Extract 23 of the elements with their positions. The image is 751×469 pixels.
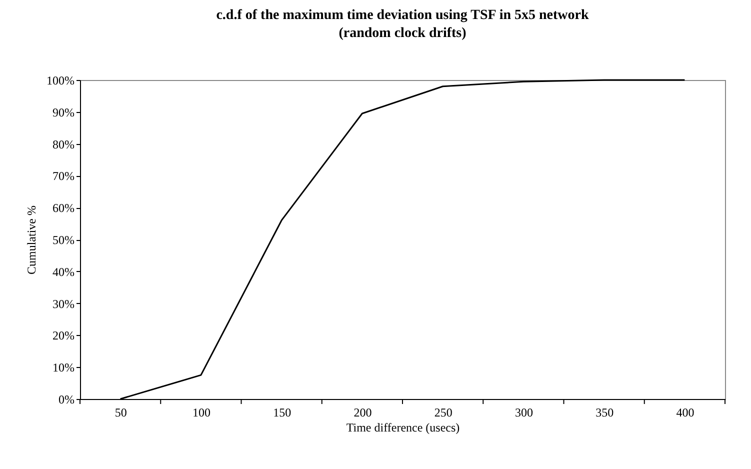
x-tick-label: 300 [514, 406, 533, 420]
y-tick-label: 0% [58, 392, 74, 406]
y-tick-label: 60% [52, 201, 74, 216]
x-axis-title: Time difference (usecs) [346, 420, 460, 434]
y-tick-label: 50% [52, 233, 74, 247]
y-tick-label: 100% [46, 74, 74, 88]
x-tick-label: 400 [676, 406, 694, 420]
y-tick-label: 80% [52, 137, 74, 152]
x-tick-label: 100 [192, 406, 210, 420]
y-tick-label: 70% [52, 169, 74, 184]
x-tick-label: 50 [114, 406, 127, 420]
x-tick-label: 200 [354, 406, 372, 420]
x-tick-label: 350 [596, 406, 614, 420]
y-axis-title: Cumulative % [24, 206, 39, 274]
chart-title: c.d.f of the maximum time deviation using TSF in 5x5 network [216, 8, 589, 23]
y-tick-label: 20% [52, 328, 74, 343]
y-tick-label: 40% [52, 264, 74, 279]
x-tick-label: 150 [273, 406, 292, 420]
y-tick-label: 90% [52, 105, 74, 120]
y-tick-label: 10% [52, 360, 74, 375]
y-tick-label: 30% [52, 296, 74, 311]
chart-subtitle: (random clock drifts) [338, 26, 467, 41]
x-tick-label: 250 [434, 406, 452, 420]
